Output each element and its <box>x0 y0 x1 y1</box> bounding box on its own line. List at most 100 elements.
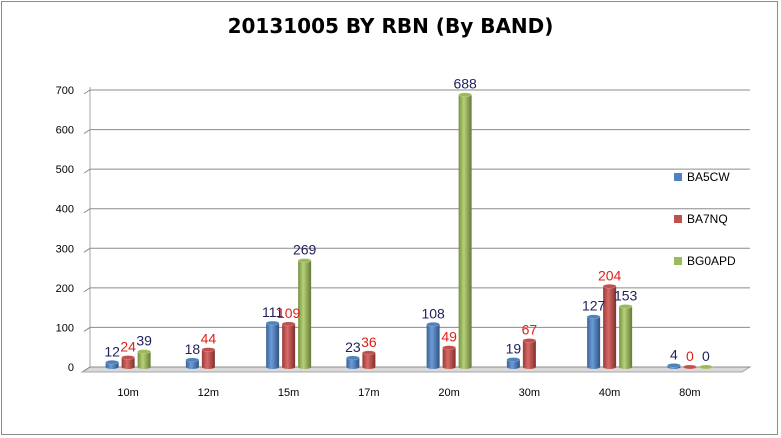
bar-body <box>105 362 119 367</box>
bar-top <box>185 357 200 363</box>
bar-top <box>506 357 521 362</box>
bar-top <box>265 320 280 326</box>
gridline <box>83 326 750 332</box>
bar-base <box>282 365 296 369</box>
gridline <box>83 89 750 95</box>
x-tick-label: 12m <box>198 387 219 399</box>
bar <box>586 314 601 369</box>
bar-base <box>522 365 536 369</box>
data-label: 109 <box>277 305 301 321</box>
bar-top <box>442 345 456 350</box>
bar-base <box>603 365 617 369</box>
plot-floor <box>80 366 752 373</box>
bar <box>442 345 456 369</box>
legend-swatch <box>674 215 682 223</box>
bar-base <box>587 365 601 369</box>
bar <box>362 350 376 369</box>
bar-base <box>137 365 151 369</box>
bar <box>121 355 135 369</box>
bar-base <box>298 365 312 369</box>
x-tick-label: 10m <box>117 387 138 399</box>
y-tick-label: 300 <box>56 243 74 255</box>
data-label: 19 <box>506 340 522 356</box>
x-tick-label: 17m <box>358 387 379 399</box>
x-tick-label: 15m <box>278 387 299 399</box>
legend-label: BA7NQ <box>687 212 728 226</box>
bar-body <box>121 357 135 367</box>
data-label: 153 <box>614 287 638 303</box>
bar-base <box>266 365 280 369</box>
y-tick-label: 200 <box>56 283 74 295</box>
bar-top <box>683 364 697 370</box>
data-label: 67 <box>522 321 538 337</box>
bar-top <box>201 347 216 352</box>
legend-swatch <box>674 173 682 181</box>
x-tick-label: 20m <box>438 387 459 399</box>
data-label: 111 <box>262 304 283 320</box>
data-label: 204 <box>598 267 622 283</box>
bar <box>683 364 697 370</box>
chart-title: 20131005 BY RBN (By BAND) <box>227 14 554 38</box>
bar-body <box>603 286 617 367</box>
bar-top <box>137 349 151 354</box>
data-label: 0 <box>702 348 710 364</box>
bar-body <box>426 324 440 367</box>
bar <box>185 357 200 369</box>
bar-top <box>667 363 681 368</box>
data-label: 23 <box>345 339 361 355</box>
bar <box>602 284 617 369</box>
legend-label: BA5CW <box>687 170 730 184</box>
bar-base <box>201 365 215 369</box>
bar-top <box>281 321 296 327</box>
bar-top <box>602 284 617 289</box>
bar-body <box>458 94 472 368</box>
bar-top <box>362 350 376 356</box>
bar-base <box>185 365 199 369</box>
data-label: 108 <box>421 305 445 321</box>
data-label: 39 <box>136 333 152 349</box>
bar-top <box>105 360 119 365</box>
data-label: 49 <box>441 329 457 345</box>
data-label: 24 <box>120 339 136 355</box>
legend-label: BG0APD <box>687 254 736 268</box>
bar <box>426 322 440 369</box>
bar-body <box>506 359 520 367</box>
bar-body <box>362 352 376 367</box>
bar-top <box>346 355 360 361</box>
data-label: 12 <box>104 343 120 359</box>
bar-base <box>426 365 440 369</box>
bar-body <box>282 323 296 367</box>
bar-top <box>522 338 537 343</box>
y-tick-label: 700 <box>56 85 74 97</box>
data-label: 688 <box>453 76 477 92</box>
bar-base <box>346 365 360 369</box>
y-tick-label: 0 <box>68 362 74 374</box>
gridline <box>83 129 750 134</box>
x-tick-label: 80m <box>679 387 700 399</box>
data-label: 0 <box>686 348 694 364</box>
x-tick-label: 40m <box>599 387 620 399</box>
data-label: 269 <box>293 242 317 258</box>
bar-base <box>105 365 119 369</box>
bar <box>667 363 681 369</box>
x-tick-label: 30m <box>519 387 540 399</box>
bar-body <box>587 316 601 367</box>
bar-body <box>298 260 312 367</box>
bar-top <box>699 364 713 370</box>
bar-body <box>266 323 280 367</box>
gridline <box>83 208 750 214</box>
bar-body <box>522 340 536 367</box>
bar <box>265 320 280 369</box>
bar <box>346 355 360 369</box>
bar <box>201 347 216 369</box>
bar <box>618 304 633 369</box>
bar-body <box>137 351 151 367</box>
bar-base <box>362 365 376 369</box>
legend-swatch <box>674 257 682 265</box>
bar-body <box>185 359 199 367</box>
bar <box>506 357 521 369</box>
gridline <box>83 287 750 293</box>
y-tick-label: 500 <box>56 164 74 176</box>
bar-body <box>201 349 215 367</box>
bar <box>137 349 151 369</box>
